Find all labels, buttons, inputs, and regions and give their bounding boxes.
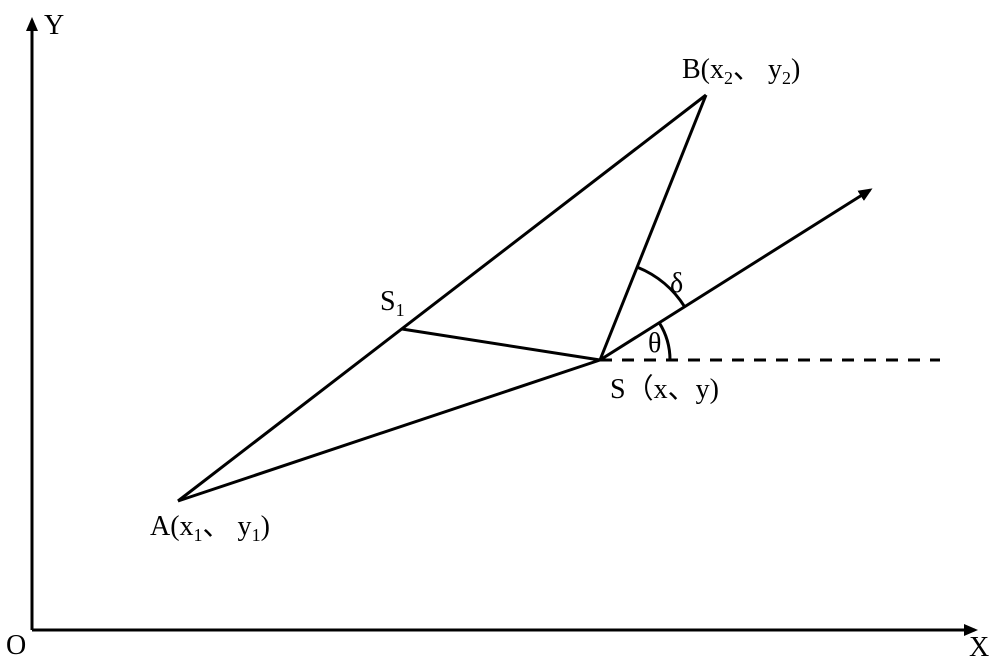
point-a-label: A(x1、 y1)	[150, 511, 270, 545]
y-axis-label: Y	[44, 10, 64, 41]
angle-delta-label: δ	[670, 268, 683, 299]
angle-theta-label: θ	[648, 328, 661, 359]
line-ab	[178, 95, 706, 501]
point-s-label: S（x、y)	[610, 373, 719, 405]
x-axis-label: X	[969, 632, 989, 662]
line-as	[178, 360, 600, 501]
geometry-diagram: O X Y A(x1、 y1) B(x2、 y2) S（x、y) S1 θ δ	[0, 0, 1000, 662]
origin-label: O	[6, 630, 26, 661]
line-s1-s	[402, 329, 600, 360]
point-s1-label: S1	[380, 286, 405, 320]
direction-ray	[600, 190, 870, 360]
point-b-label: B(x2、 y2)	[682, 54, 800, 88]
